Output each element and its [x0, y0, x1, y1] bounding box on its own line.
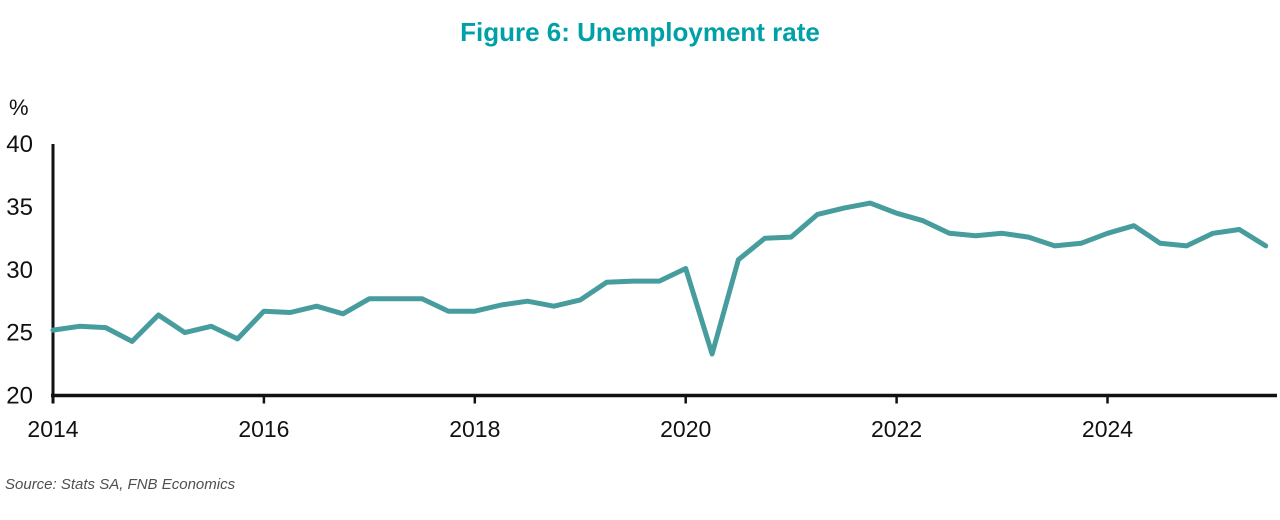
source-note: Source: Stats SA, FNB Economics — [5, 476, 236, 493]
y-tick-label: 30 — [6, 257, 33, 284]
x-tick-label: 2016 — [238, 416, 289, 442]
x-tick-label: 2018 — [449, 416, 500, 442]
y-tick-label: 35 — [6, 194, 33, 221]
y-tick-label: 40 — [6, 131, 33, 158]
x-tick-label: 2020 — [660, 416, 711, 442]
y-axis-unit-label: % — [9, 95, 29, 120]
x-tick-label: 2024 — [1082, 416, 1133, 442]
x-tick-label: 2014 — [27, 416, 78, 442]
y-tick-label: 25 — [6, 320, 33, 347]
chart-title: Figure 6: Unemployment rate — [460, 17, 820, 47]
y-tick-label: 20 — [6, 383, 33, 410]
series-line-unemployment-rate — [50, 200, 1269, 357]
x-tick-label: 2022 — [871, 416, 922, 442]
